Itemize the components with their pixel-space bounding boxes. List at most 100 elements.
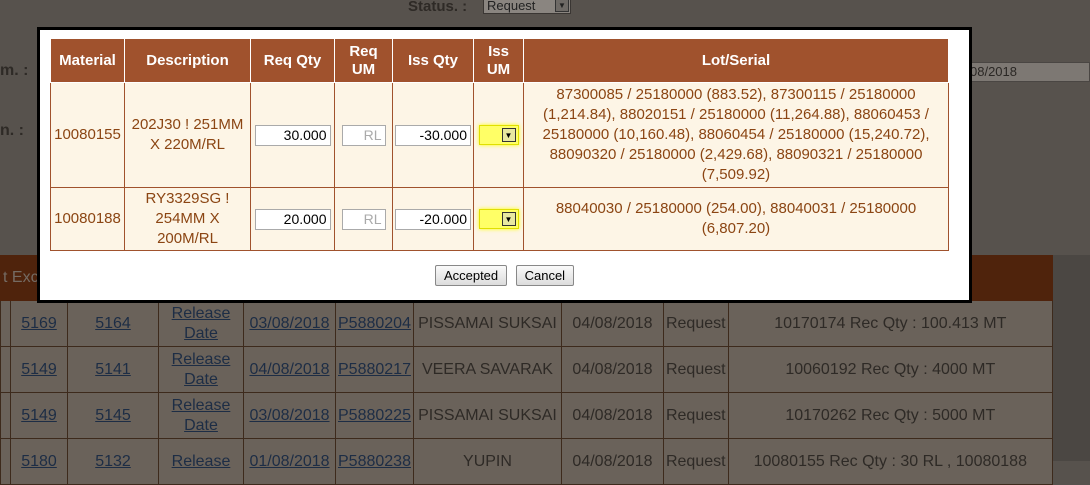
details-cell: 10080155 Rec Qty : 30 RL , 10080188 bbox=[727, 438, 1054, 485]
date-cell: 03/08/2018 bbox=[243, 392, 336, 439]
cancel-button[interactable]: Cancel bbox=[515, 265, 575, 286]
release-date-cell: Release Date bbox=[158, 300, 244, 347]
dropdown-arrow-icon: ▼ bbox=[555, 0, 569, 12]
ref-no-link[interactable]: 5145 bbox=[95, 406, 131, 424]
iss-qty-cell: -30.000 bbox=[392, 82, 474, 188]
date-input[interactable]: 08/2018 bbox=[965, 62, 1090, 82]
edge-cell bbox=[0, 438, 11, 485]
ref-no-cell: 5132 bbox=[67, 438, 159, 485]
iss-um-cell: ▼ bbox=[473, 82, 524, 188]
req-date-cell: 04/08/2018 bbox=[560, 346, 664, 393]
name-cell: VEERA SAVARAK bbox=[412, 346, 562, 393]
edge-cell bbox=[0, 346, 11, 393]
accepted-button[interactable]: Accepted bbox=[434, 265, 508, 286]
status-cell: Request bbox=[662, 392, 729, 439]
column-header: Lot/Serial bbox=[523, 38, 949, 83]
name-cell: PISSAMAI SUKSAI bbox=[412, 300, 562, 347]
dropdown-arrow-icon: ▼ bbox=[501, 128, 516, 143]
status-cell: Request bbox=[662, 300, 729, 347]
details-cell: 10060192 Rec Qty : 4000 MT bbox=[727, 346, 1054, 393]
date-link[interactable]: 04/08/2018 bbox=[249, 360, 330, 378]
lot-serial-cell: 88040030 / 25180000 (254.00), 88040031 /… bbox=[523, 187, 949, 251]
iss-um-select[interactable]: ▼ bbox=[478, 125, 519, 146]
material-cell: 10080188 bbox=[50, 187, 125, 251]
table-row: 10080188 RY3329SG ! 254MM X 200M/RL 20.0… bbox=[50, 187, 949, 251]
doc-no-cell: 5169 bbox=[10, 300, 68, 347]
p-code-cell: P5880217 bbox=[335, 346, 414, 393]
field-label: n. : bbox=[0, 122, 24, 139]
ref-no-link[interactable]: 5141 bbox=[95, 360, 131, 378]
iss-qty-input[interactable]: -30.000 bbox=[395, 124, 471, 146]
date-link[interactable]: 01/08/2018 bbox=[249, 452, 330, 470]
edge-cell bbox=[0, 392, 11, 439]
req-qty-input[interactable]: 30.000 bbox=[254, 124, 331, 146]
name-cell: YUPIN bbox=[412, 438, 562, 485]
status-value: Request bbox=[487, 0, 536, 13]
p-code-link[interactable]: P5880217 bbox=[338, 360, 411, 378]
issue-table: Material Description Req Qty Req UM Iss Qty I… bbox=[50, 38, 949, 251]
p-code-link[interactable]: P5880238 bbox=[338, 452, 411, 470]
date-link[interactable]: 03/08/2018 bbox=[249, 406, 330, 424]
release-date-cell: Release bbox=[158, 438, 244, 485]
table-row: 5180 5132 Release 01/08/2018 P5880238 YUPIN 04… bbox=[0, 438, 1054, 485]
date-cell: 03/08/2018 bbox=[243, 300, 336, 347]
column-header: Req Qty bbox=[250, 38, 335, 83]
release-date-cell: Release Date bbox=[158, 346, 244, 393]
p-code-cell: P5880204 bbox=[335, 300, 414, 347]
date-link[interactable]: 03/08/2018 bbox=[249, 314, 330, 332]
column-header: Material bbox=[50, 38, 125, 83]
status-label: Status. : bbox=[408, 0, 468, 15]
ref-no-cell: 5141 bbox=[67, 346, 159, 393]
column-header: Iss UM bbox=[473, 38, 524, 83]
doc-no-link[interactable]: 5169 bbox=[21, 314, 57, 332]
doc-no-link[interactable]: 5180 bbox=[21, 452, 57, 470]
column-header: Req UM bbox=[334, 38, 393, 83]
column-header: Iss Qty bbox=[392, 38, 474, 83]
table-row: 10080155 202J30 ! 251MM X 220M/RL 30.000… bbox=[50, 82, 949, 188]
doc-no-cell: 5180 bbox=[10, 438, 68, 485]
req-qty-cell: 30.000 bbox=[250, 82, 335, 188]
req-um-input: RL bbox=[341, 124, 386, 146]
status-cell: Request bbox=[662, 438, 729, 485]
details-cell: 10170174 Rec Qty : 100.413 MT bbox=[727, 300, 1054, 347]
status-select[interactable]: Request ▼ bbox=[483, 0, 571, 14]
ref-no-cell: 5164 bbox=[67, 300, 159, 347]
lot-serial-cell: 87300085 / 25180000 (883.52), 87300115 /… bbox=[523, 82, 949, 188]
field-label: m. : bbox=[0, 62, 29, 79]
release-date-link[interactable]: Release Date bbox=[171, 350, 231, 388]
description-cell: RY3329SG ! 254MM X 200M/RL bbox=[124, 187, 251, 251]
name-cell: PISSAMAI SUKSAI bbox=[412, 392, 562, 439]
p-code-link[interactable]: P5880204 bbox=[338, 314, 411, 332]
req-um-input: RL bbox=[341, 208, 386, 230]
req-um-cell: RL bbox=[334, 187, 393, 251]
material-cell: 10080155 bbox=[50, 82, 125, 188]
req-date-cell: 04/08/2018 bbox=[560, 392, 664, 439]
iss-um-cell: ▼ bbox=[473, 187, 524, 251]
iss-um-select[interactable]: ▼ bbox=[478, 209, 519, 230]
release-date-link[interactable]: Release bbox=[171, 452, 231, 470]
ref-no-cell: 5145 bbox=[67, 392, 159, 439]
p-code-link[interactable]: P5880225 bbox=[338, 406, 411, 424]
req-qty-cell: 20.000 bbox=[250, 187, 335, 251]
doc-no-link[interactable]: 5149 bbox=[21, 360, 57, 378]
table-row: 5169 5164 Release Date 03/08/2018 P5880204 PI… bbox=[0, 300, 1054, 347]
req-qty-input[interactable]: 20.000 bbox=[254, 208, 331, 230]
date-cell: 04/08/2018 bbox=[243, 346, 336, 393]
req-um-cell: RL bbox=[334, 82, 393, 188]
dropdown-arrow-icon: ▼ bbox=[501, 212, 516, 227]
doc-no-cell: 5149 bbox=[10, 392, 68, 439]
edge-cell bbox=[0, 300, 11, 347]
ref-no-link[interactable]: 5164 bbox=[95, 314, 131, 332]
status-cell: Request bbox=[662, 346, 729, 393]
iss-qty-input[interactable]: -20.000 bbox=[395, 208, 471, 230]
date-cell: 01/08/2018 bbox=[243, 438, 336, 485]
page-margin bbox=[1053, 255, 1090, 461]
release-date-link[interactable]: Release Date bbox=[171, 396, 231, 434]
p-code-cell: P5880238 bbox=[335, 438, 414, 485]
doc-no-link[interactable]: 5149 bbox=[21, 406, 57, 424]
req-date-cell: 04/08/2018 bbox=[560, 300, 664, 347]
release-date-link[interactable]: Release Date bbox=[171, 304, 231, 342]
iss-qty-cell: -20.000 bbox=[392, 187, 474, 251]
ref-no-link[interactable]: 5132 bbox=[95, 452, 131, 470]
table-row: 5149 5145 Release Date 03/08/2018 P5880225 PI… bbox=[0, 392, 1054, 439]
